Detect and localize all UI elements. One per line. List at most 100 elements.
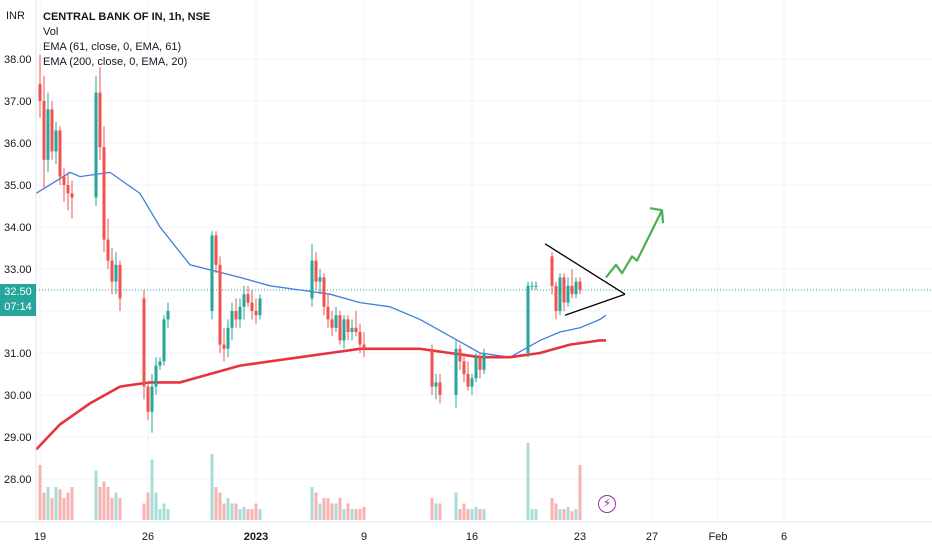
candle-body — [354, 327, 358, 332]
y-tick-label: 37.00 — [4, 96, 32, 108]
volume-bar — [66, 492, 70, 520]
candle-body — [562, 277, 566, 303]
volume-bar — [254, 503, 258, 520]
triangle-lower-line — [564, 293, 626, 316]
volume-bar — [334, 503, 338, 520]
volume-bar — [258, 509, 262, 520]
price-axis[interactable]: 38.0037.0036.0035.0034.0033.0032.0031.00… — [4, 0, 37, 522]
candle-body — [106, 239, 110, 261]
candle-body — [526, 285, 530, 353]
candle-body — [238, 306, 242, 320]
candle-body — [158, 361, 162, 366]
volume-bar — [578, 465, 582, 520]
candle-body — [314, 260, 318, 282]
candle-body — [46, 109, 50, 160]
volume-bar — [462, 503, 466, 520]
y-tick-label: 33.00 — [4, 264, 32, 276]
candle-body — [466, 374, 470, 387]
x-tick-label: 19 — [34, 531, 46, 543]
candle-body — [102, 147, 106, 240]
candle-body — [458, 348, 462, 362]
volume-bar — [322, 498, 326, 520]
candle-body — [474, 357, 478, 379]
volume-bar — [50, 498, 54, 520]
candle-body — [534, 285, 538, 287]
candle-body — [310, 260, 314, 299]
candle-body — [226, 327, 230, 349]
candle-body — [222, 344, 226, 349]
candle-body — [114, 264, 118, 282]
bar-countdown: 07:14 — [4, 301, 32, 313]
volume-bar — [562, 509, 566, 520]
volume-bar — [570, 511, 574, 520]
candle-body — [326, 306, 330, 320]
legend-volume[interactable]: Vol — [43, 26, 59, 38]
volume-bar — [310, 487, 314, 520]
volume-bars — [38, 443, 582, 520]
drawings[interactable] — [544, 207, 665, 316]
candle-body — [566, 285, 570, 303]
symbol-title[interactable]: CENTRAL BANK OF IN, 1h, NSE — [43, 11, 211, 23]
volume-bar — [54, 487, 58, 520]
volume-bar — [458, 509, 462, 520]
volume-bar — [318, 503, 322, 520]
candle-body — [334, 315, 338, 328]
candle-body — [574, 281, 578, 295]
x-tick-label: 23 — [574, 531, 586, 543]
volume-bar — [42, 492, 46, 520]
candle-body — [214, 235, 218, 265]
ema-200-line — [35, 339, 606, 451]
legend-ema-200[interactable]: EMA (200, close, 0, EMA, 20) — [43, 56, 188, 68]
candle-body — [358, 332, 362, 345]
volume-bar — [242, 506, 246, 520]
y-tick-label: 35.00 — [4, 180, 32, 192]
ema-lines — [35, 171, 607, 451]
candle-body — [98, 92, 102, 148]
volume-bar — [154, 492, 158, 520]
candle-body — [38, 84, 42, 101]
volume-bar — [210, 454, 214, 520]
candle-body — [430, 348, 434, 387]
candle-body — [42, 101, 46, 160]
volume-bar — [106, 487, 110, 520]
volume-bar — [438, 503, 442, 520]
candle-body — [146, 386, 150, 412]
candle-body — [318, 277, 322, 282]
y-tick-label: 36.00 — [4, 138, 32, 150]
x-tick-label: Feb — [709, 531, 728, 543]
volume-bar — [350, 509, 354, 520]
candle-body — [142, 298, 146, 387]
volume-bar — [150, 459, 154, 520]
candle-body — [346, 319, 350, 332]
candle-body — [578, 281, 582, 290]
volume-bar — [214, 487, 218, 520]
legend-ema-61[interactable]: EMA (61, close, 0, EMA, 61) — [43, 41, 182, 53]
candle-body — [166, 311, 170, 320]
candle-body — [554, 285, 558, 311]
y-tick-label: 28.00 — [4, 474, 32, 486]
last-price: 32.50 — [4, 286, 32, 298]
y-tick-label: 30.00 — [4, 390, 32, 402]
y-tick-label: 38.00 — [4, 54, 32, 66]
lightning-icon[interactable]: ⚡ — [598, 495, 616, 513]
y-tick-label: 31.00 — [4, 348, 32, 360]
candle-body — [70, 193, 74, 198]
volume-bar — [430, 498, 434, 520]
volume-bar — [62, 498, 66, 520]
volume-bar — [474, 506, 478, 520]
chart-grid — [36, 0, 932, 522]
candle-body — [362, 344, 366, 349]
y-tick-label: 34.00 — [4, 222, 32, 234]
candle-body — [250, 302, 254, 311]
volume-bar — [226, 498, 230, 520]
forecast-arrow-line — [605, 209, 663, 279]
volume-bar — [346, 503, 350, 520]
time-axis[interactable]: 19 26 2023 9 16 23 27 Feb 6 — [0, 521, 932, 543]
volume-bar — [142, 503, 146, 520]
x-tick-label: 6 — [781, 531, 787, 543]
candle-body — [150, 386, 154, 412]
volume-bar — [230, 503, 234, 520]
currency-label: INR — [6, 10, 25, 22]
volume-bar — [58, 489, 62, 520]
